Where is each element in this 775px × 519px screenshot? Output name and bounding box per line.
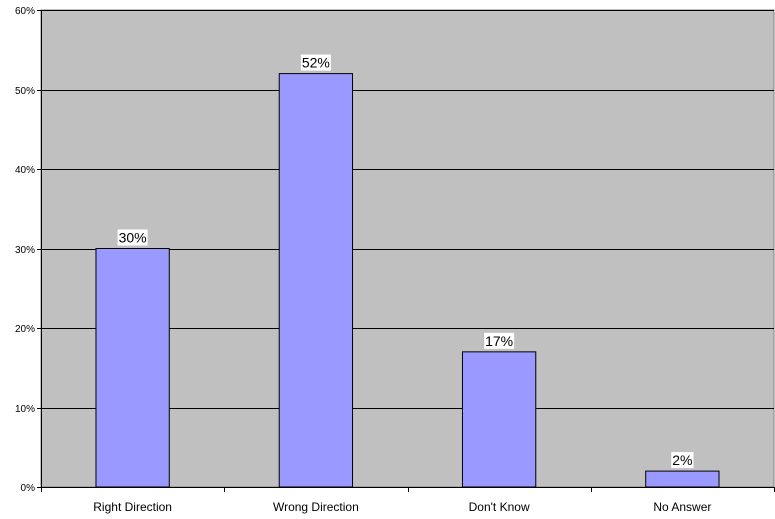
x-tick-label-2: Don't Know — [469, 500, 530, 514]
bar-3 — [645, 470, 720, 488]
data-label-bg-0 — [117, 229, 148, 246]
y-tick-label-50: 50% — [15, 86, 35, 97]
bars — [95, 73, 720, 488]
y-axis: 0% 10% 20% 30% 40% 50% 60% — [15, 6, 42, 494]
y-tick-label-60: 60% — [15, 6, 35, 17]
bar-0 — [95, 248, 170, 488]
x-tick-label-0: Right Direction — [93, 500, 172, 514]
data-label-1: 52% — [302, 55, 330, 71]
bar-2 — [461, 351, 537, 488]
data-labels: 30% 52% 17% 2% — [117, 54, 694, 469]
data-label-bg-1 — [300, 54, 331, 71]
x-axis: Right Direction Wrong Direction Don't Know… — [41, 487, 775, 514]
y-tick-label-30: 30% — [15, 245, 35, 256]
x-tick-label-1: Wrong Direction — [273, 500, 359, 514]
y-tick-label-40: 40% — [15, 165, 35, 176]
y-tick-label-10: 10% — [15, 404, 35, 415]
data-label-bg-3 — [671, 452, 694, 469]
y-tick-label-0: 0% — [21, 483, 36, 494]
data-label-2: 17% — [485, 333, 513, 349]
y-tick-label-20: 20% — [15, 324, 35, 335]
data-label-3: 2% — [672, 452, 692, 468]
data-label-bg-2 — [484, 332, 515, 349]
bar-1 — [278, 73, 354, 488]
data-label-0: 30% — [119, 230, 147, 246]
x-tick-label-3: No Answer — [653, 500, 711, 514]
